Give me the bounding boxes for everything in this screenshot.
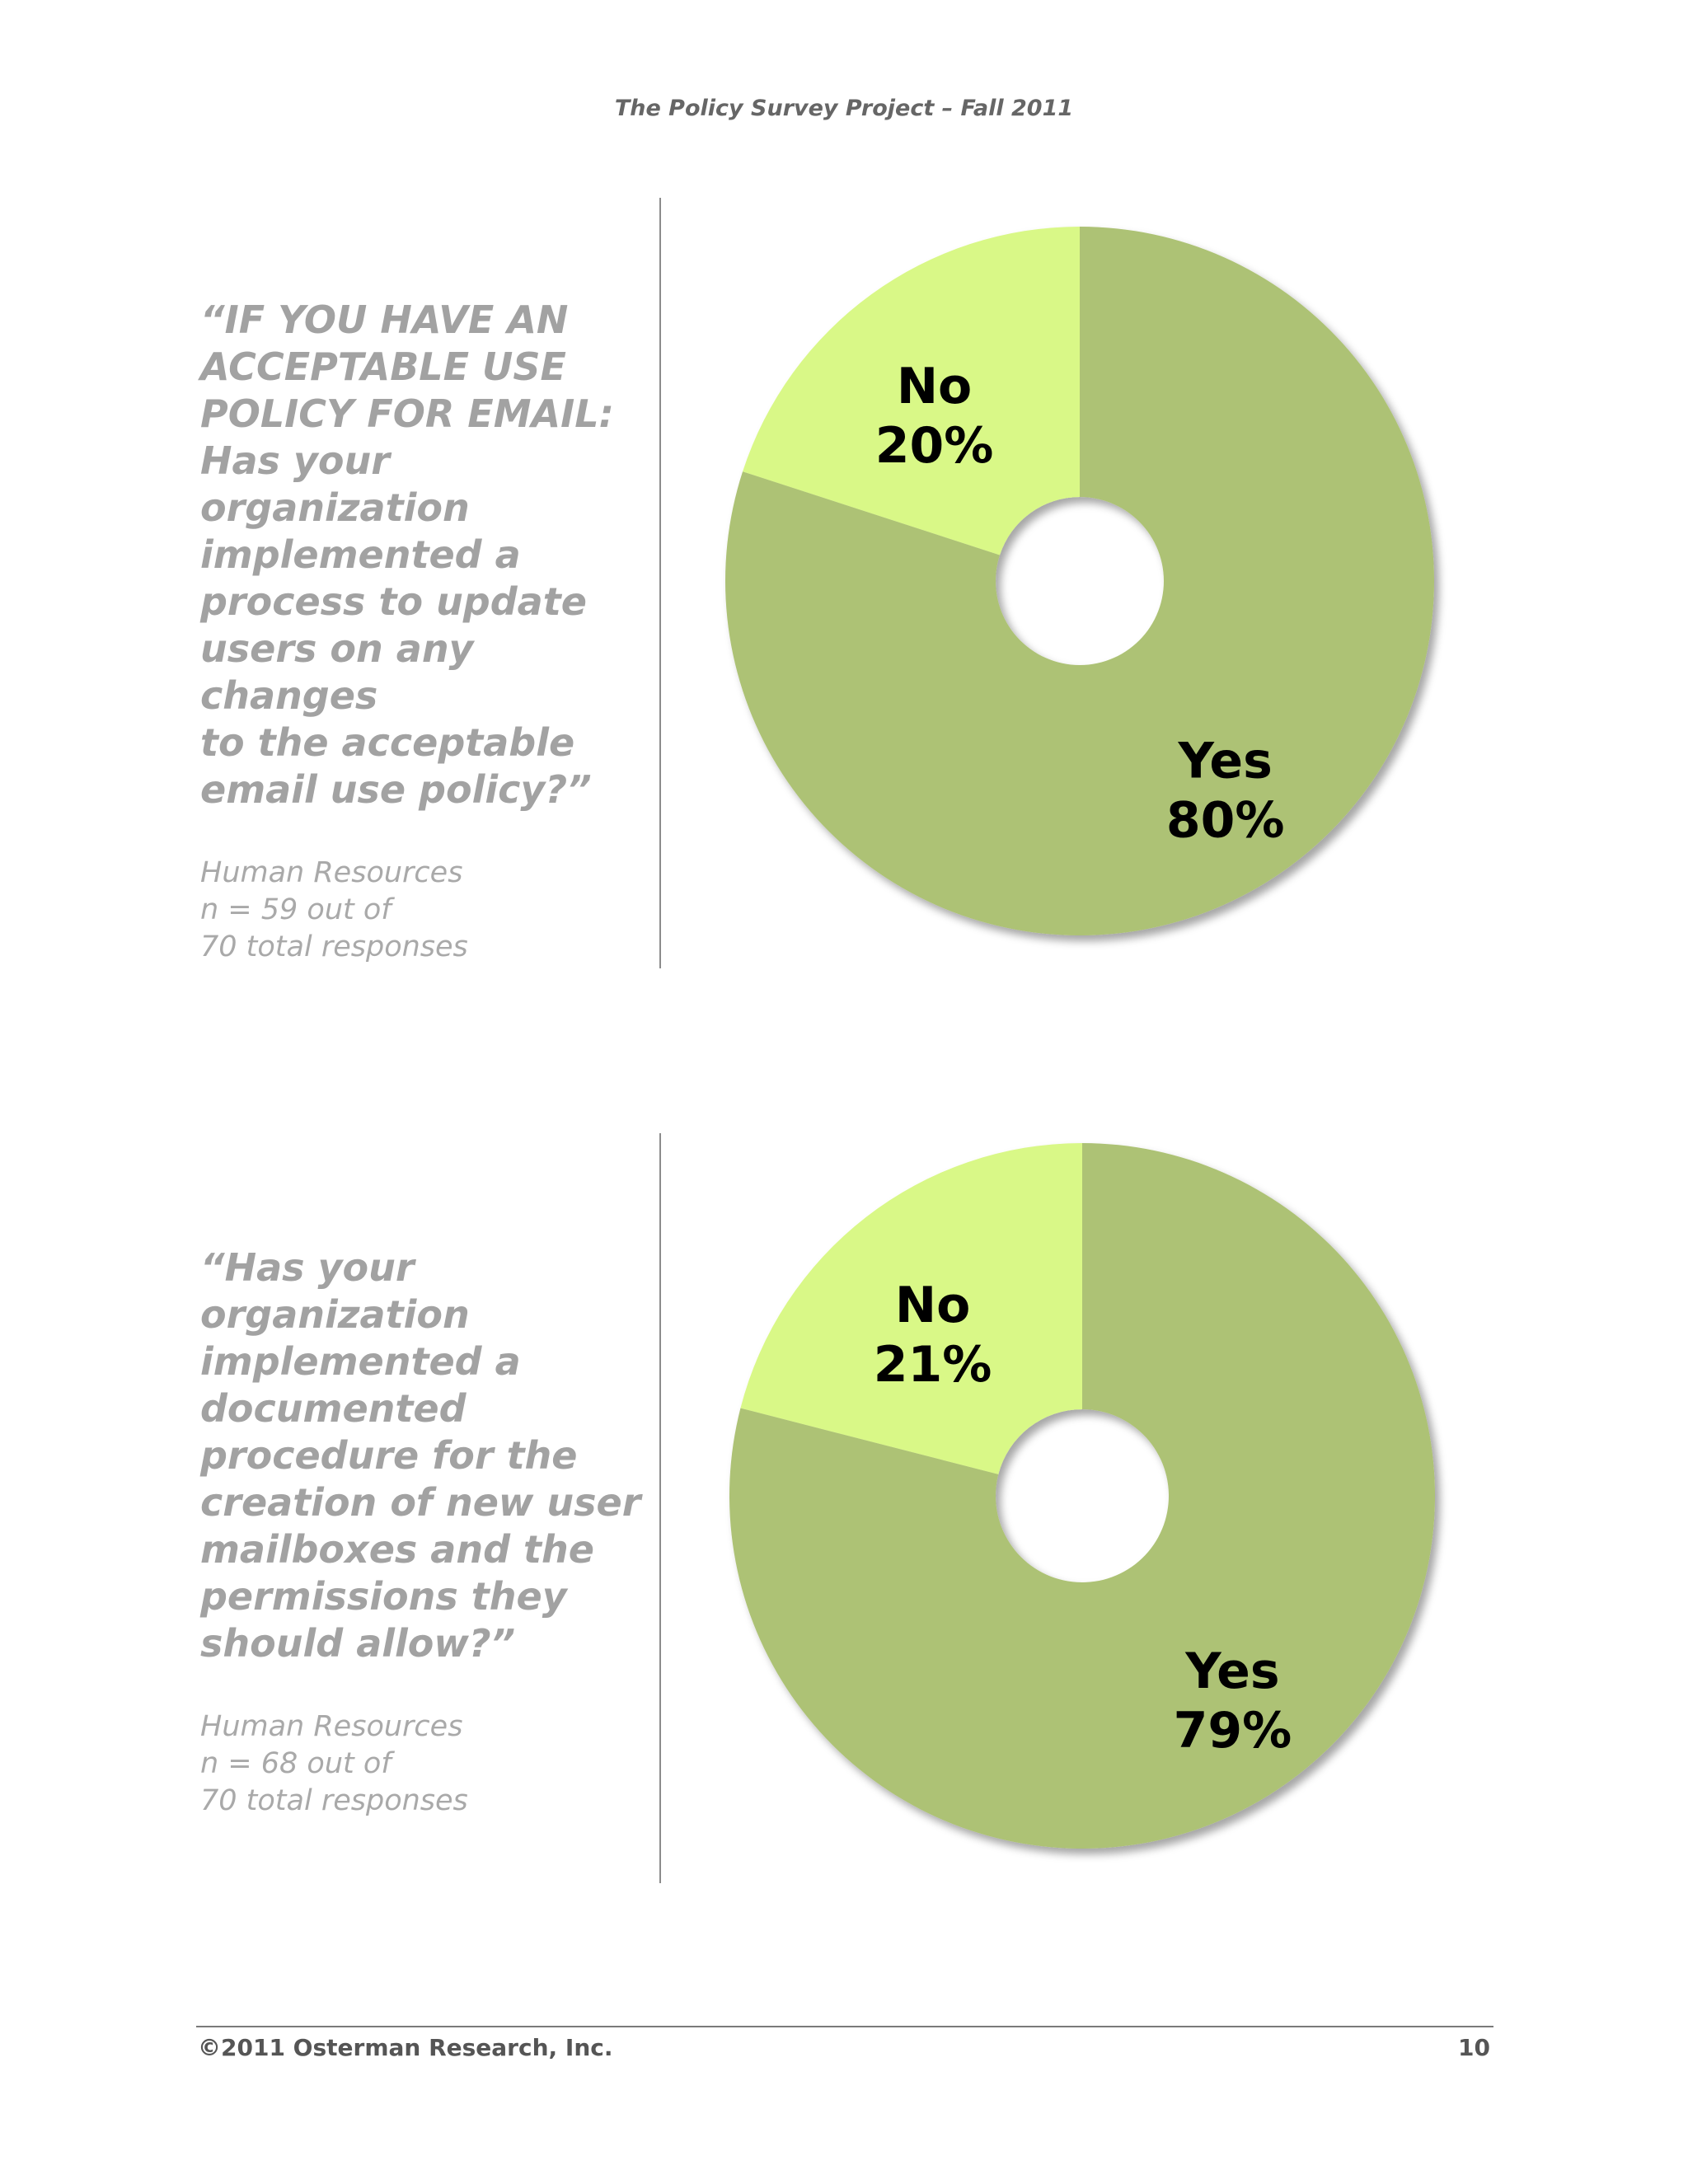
slice-no: [743, 227, 1080, 555]
meta-department-1: Human Resources: [200, 856, 463, 889]
donut-slices-1: [725, 227, 1434, 935]
donut-chart-1: Yes 80% No 20%: [725, 227, 1434, 935]
donut-slices-2: [729, 1143, 1435, 1849]
slice-no: [740, 1143, 1082, 1474]
question-text-1: “IF YOU HAVE AN ACCEPTABLE USE POLICY FO…: [200, 298, 614, 812]
panel-divider-1: [659, 198, 661, 968]
footer-copyright: ©2011 Osterman Research, Inc.: [198, 2034, 613, 2061]
page-header-title: The Policy Survey Project – Fall 2011: [614, 96, 1074, 121]
footer-page-number: 10: [1458, 2034, 1490, 2061]
survey-panel-2: “Has your organization implemented a doc…: [0, 1133, 1688, 1883]
meta-total-responses-2: 70 total responses: [200, 1784, 468, 1817]
meta-total-responses-1: 70 total responses: [200, 930, 468, 963]
slice-label-no: No 21%: [874, 1277, 992, 1394]
donut-chart-2: Yes 79% No 21%: [729, 1143, 1435, 1849]
panel-divider-2: [659, 1133, 661, 1883]
response-meta-1: Human Resources n = 59 out of 70 total r…: [200, 855, 662, 966]
slice-label-no: No 20%: [875, 358, 994, 475]
response-meta-2: Human Resources n = 68 out of 70 total r…: [200, 1708, 662, 1820]
meta-sample-size-1: n = 59 out of: [200, 893, 392, 926]
question-block-2: “Has your organization implemented a doc…: [200, 1244, 662, 1820]
question-block-1: “IF YOU HAVE AN ACCEPTABLE USE POLICY FO…: [200, 297, 662, 966]
meta-department-2: Human Resources: [200, 1710, 463, 1743]
meta-sample-size-2: n = 68 out of: [200, 1747, 392, 1780]
slice-label-yes: Yes 79%: [1174, 1643, 1292, 1760]
slice-label-yes: Yes 80%: [1166, 733, 1285, 850]
footer-rule: [196, 2026, 1493, 2027]
slice-yes: [725, 227, 1434, 935]
slice-yes: [729, 1143, 1435, 1849]
question-text-2: “Has your organization implemented a doc…: [200, 1245, 641, 1666]
survey-panel-1: “IF YOU HAVE AN ACCEPTABLE USE POLICY FO…: [0, 198, 1688, 968]
